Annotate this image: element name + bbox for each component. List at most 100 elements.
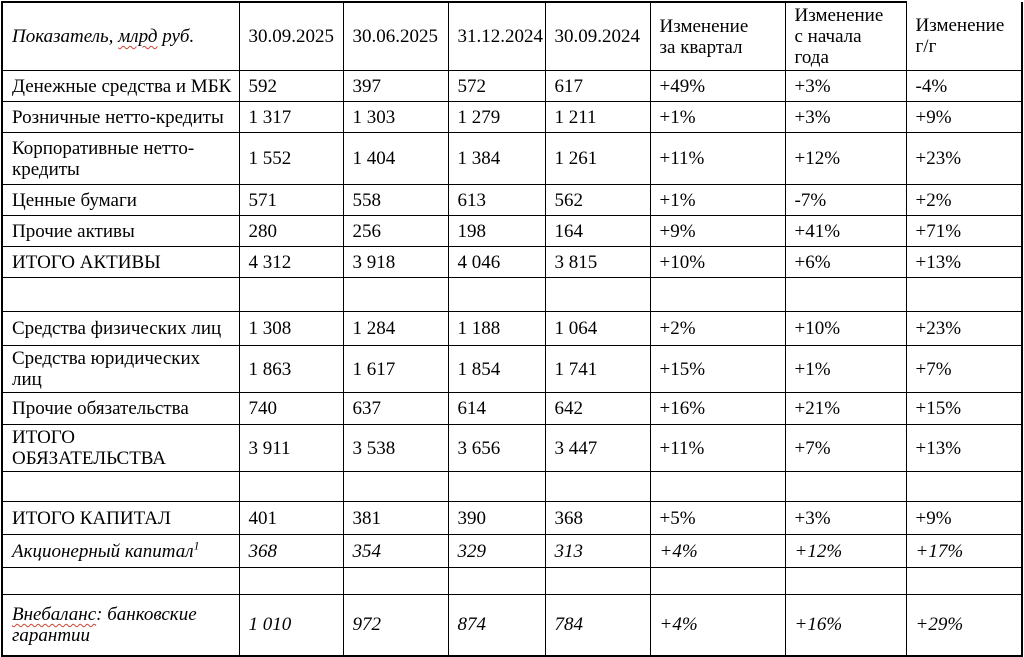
value-cell: +6% [784, 246, 907, 278]
spacer-cell [1, 567, 240, 595]
row-label: Денежные средства и МБК [1, 70, 240, 102]
spacer-cell [238, 277, 344, 312]
value-cell: 637 [342, 392, 449, 425]
col-header-date-4: 30.09.2024 [544, 1, 651, 71]
value-cell: 613 [447, 184, 546, 216]
value-cell: +12% [784, 132, 907, 185]
value-cell: +9% [649, 215, 786, 247]
spacer-row [1, 277, 1023, 312]
value-cell: 1 064 [544, 311, 651, 346]
spacer-cell [342, 471, 449, 502]
value-cell: +12% [784, 534, 907, 568]
spacer-cell [1, 471, 240, 502]
spacer-cell [447, 277, 546, 312]
value-cell: +1% [649, 184, 786, 216]
spacer-cell [905, 277, 1023, 312]
value-cell: 1 617 [342, 345, 449, 393]
value-cell: +7% [784, 424, 907, 472]
col-header-change-ytd: Изменение с начала года [784, 1, 907, 71]
value-cell: 329 [447, 534, 546, 568]
value-cell: +1% [649, 101, 786, 133]
col-header-indicator: Показатель, млрд руб. [1, 1, 240, 71]
indicator-label-suffix: руб. [162, 26, 195, 47]
value-cell: 4 312 [238, 246, 344, 278]
value-cell: +41% [784, 215, 907, 247]
value-cell: 198 [447, 215, 546, 247]
value-cell: +16% [649, 392, 786, 425]
value-cell: +3% [784, 101, 907, 133]
table-header: Показатель, млрд руб. 30.09.2025 30.06.2… [1, 1, 1023, 71]
spacer-cell [342, 567, 449, 595]
value-cell: 1 741 [544, 345, 651, 393]
spacer-row [1, 471, 1023, 502]
header-row: Показатель, млрд руб. 30.09.2025 30.06.2… [1, 1, 1023, 71]
misspelled-word: Внебаланс [12, 603, 97, 625]
spacer-cell [447, 471, 546, 502]
value-cell: 1 261 [544, 132, 651, 185]
value-cell: 1 010 [238, 594, 344, 657]
value-cell: 381 [342, 501, 449, 535]
row-label: Прочие обязательства [1, 392, 240, 425]
value-cell: +2% [905, 184, 1023, 216]
value-cell: 164 [544, 215, 651, 247]
col-header-change-yoy: Изменение г/г [905, 2, 1023, 71]
value-cell: +23% [905, 311, 1023, 346]
value-cell: 368 [238, 534, 344, 568]
value-cell: 1 308 [238, 311, 344, 346]
value-cell: +15% [905, 392, 1023, 425]
value-cell: 3 538 [342, 424, 449, 472]
value-cell: +71% [905, 215, 1023, 247]
table-row: Внебаланс: банковские гарантии 1 010 972 87… [1, 594, 1023, 657]
value-cell: 562 [544, 184, 651, 216]
change-yoy-line2: г/г [915, 36, 937, 57]
value-cell: 354 [342, 534, 449, 568]
value-cell: 1 863 [238, 345, 344, 393]
value-cell: +9% [905, 101, 1023, 133]
value-cell: 280 [238, 215, 344, 247]
value-cell: 397 [342, 70, 449, 102]
value-cell: +4% [649, 594, 786, 657]
value-cell: 3 656 [447, 424, 546, 472]
value-cell: 1 552 [238, 132, 344, 185]
value-cell: 592 [238, 70, 344, 102]
value-cell: +5% [649, 501, 786, 535]
row-label: Средства юридических лиц [1, 345, 240, 393]
spacer-cell [905, 471, 1023, 502]
value-cell: +23% [905, 132, 1023, 185]
change-quarter-line1: Изменение [659, 15, 749, 37]
table-row: Ценные бумаги 571 558 613 562 +1% -7% +2% [1, 184, 1023, 216]
value-cell: 390 [447, 501, 546, 535]
value-cell: 3 447 [544, 424, 651, 472]
spacer-cell [544, 471, 651, 502]
value-cell: +10% [649, 246, 786, 278]
value-cell: 972 [342, 594, 449, 657]
value-cell: 1 303 [342, 101, 449, 133]
table-row: ИТОГО ОБЯЗАТЕЛЬСТВА 3 911 3 538 3 656 3 447 +… [1, 424, 1023, 472]
value-cell: +13% [905, 424, 1023, 472]
table-row: Средства юридических лиц 1 863 1 617 1 854 1… [1, 345, 1023, 393]
value-cell: -4% [905, 70, 1023, 102]
value-cell: +21% [784, 392, 907, 425]
value-cell: +17% [905, 534, 1023, 568]
value-cell: 3 918 [342, 246, 449, 278]
value-cell: +49% [649, 70, 786, 102]
value-cell: 740 [238, 392, 344, 425]
value-cell: 642 [544, 392, 651, 425]
change-ytd-line1: Изменение [794, 5, 884, 26]
value-cell: 3 815 [544, 246, 651, 278]
spacer-cell [238, 567, 344, 595]
value-cell: +4% [649, 534, 786, 568]
value-cell: 1 188 [447, 311, 546, 346]
indicator-label-prefix: Показатель, [12, 26, 114, 47]
table-row: ИТОГО КАПИТАЛ 401 381 390 368 +5% +3% +9% [1, 501, 1023, 535]
value-cell: +11% [649, 424, 786, 472]
value-cell: 1 284 [342, 311, 449, 346]
value-cell: 572 [447, 70, 546, 102]
footnote-marker: 1 [193, 539, 200, 553]
spacer-cell [1, 277, 240, 312]
spacer-cell [784, 277, 907, 312]
spacer-cell [342, 277, 449, 312]
value-cell: 1 404 [342, 132, 449, 185]
value-cell: +15% [649, 345, 786, 393]
